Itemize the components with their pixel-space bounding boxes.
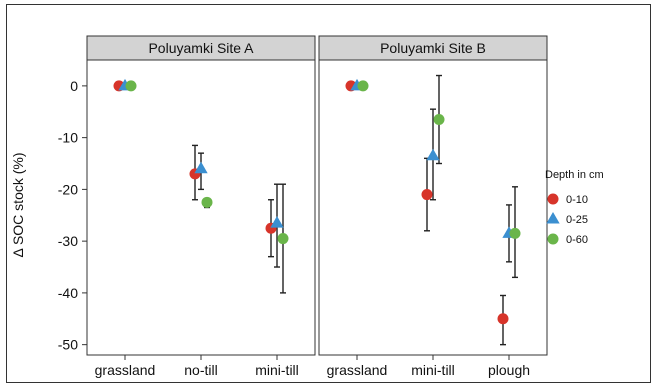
legend-label: 0-10 bbox=[566, 194, 588, 206]
data-point-0-10 bbox=[421, 189, 433, 201]
x-tick-label: plough bbox=[488, 362, 530, 378]
x-tick-label: mini-till bbox=[255, 362, 299, 378]
data-point-0-10 bbox=[497, 313, 509, 325]
legend-title: Depth in cm bbox=[545, 169, 604, 181]
y-axis-label: Δ SOC stock (%) bbox=[10, 152, 26, 257]
panel-strip bbox=[318, 35, 548, 61]
data-point-0-60 bbox=[125, 80, 137, 92]
y-tick-label: -20 bbox=[58, 181, 78, 197]
x-tick-label: grassland bbox=[95, 362, 156, 378]
y-tick-label: 0 bbox=[70, 78, 78, 94]
panel-title: Poluyamki Site B bbox=[380, 40, 486, 56]
legend-marker-0-25 bbox=[546, 212, 560, 224]
data-point-0-25 bbox=[426, 148, 440, 161]
x-tick-label: mini-till bbox=[411, 362, 455, 378]
data-point-0-60 bbox=[433, 114, 445, 126]
data-point-0-60 bbox=[201, 196, 213, 208]
data-point-0-60 bbox=[357, 80, 369, 92]
legend: Depth in cm 0-10 0-25 0-60 bbox=[545, 169, 604, 246]
data-point-0-60 bbox=[509, 227, 521, 239]
y-tick-label: -10 bbox=[58, 130, 78, 146]
data-point-0-25 bbox=[270, 216, 284, 228]
figure-frame bbox=[6, 4, 651, 383]
data-point-0-60 bbox=[277, 233, 289, 245]
data-point-0-25 bbox=[194, 161, 208, 174]
x-tick-label: no-till bbox=[184, 362, 217, 378]
y-tick-label: -50 bbox=[58, 337, 78, 353]
x-tick-label: grassland bbox=[327, 362, 388, 378]
y-tick-label: -30 bbox=[58, 233, 78, 249]
y-tick-label: -40 bbox=[58, 285, 78, 301]
panel-title: Poluyamki Site A bbox=[148, 40, 254, 56]
legend-marker-0-60 bbox=[547, 233, 559, 245]
legend-label: 0-25 bbox=[566, 214, 588, 226]
legend-marker-0-10 bbox=[547, 193, 559, 205]
panel-box bbox=[318, 59, 548, 356]
legend-label: 0-60 bbox=[566, 234, 588, 246]
panel-box bbox=[86, 59, 316, 356]
